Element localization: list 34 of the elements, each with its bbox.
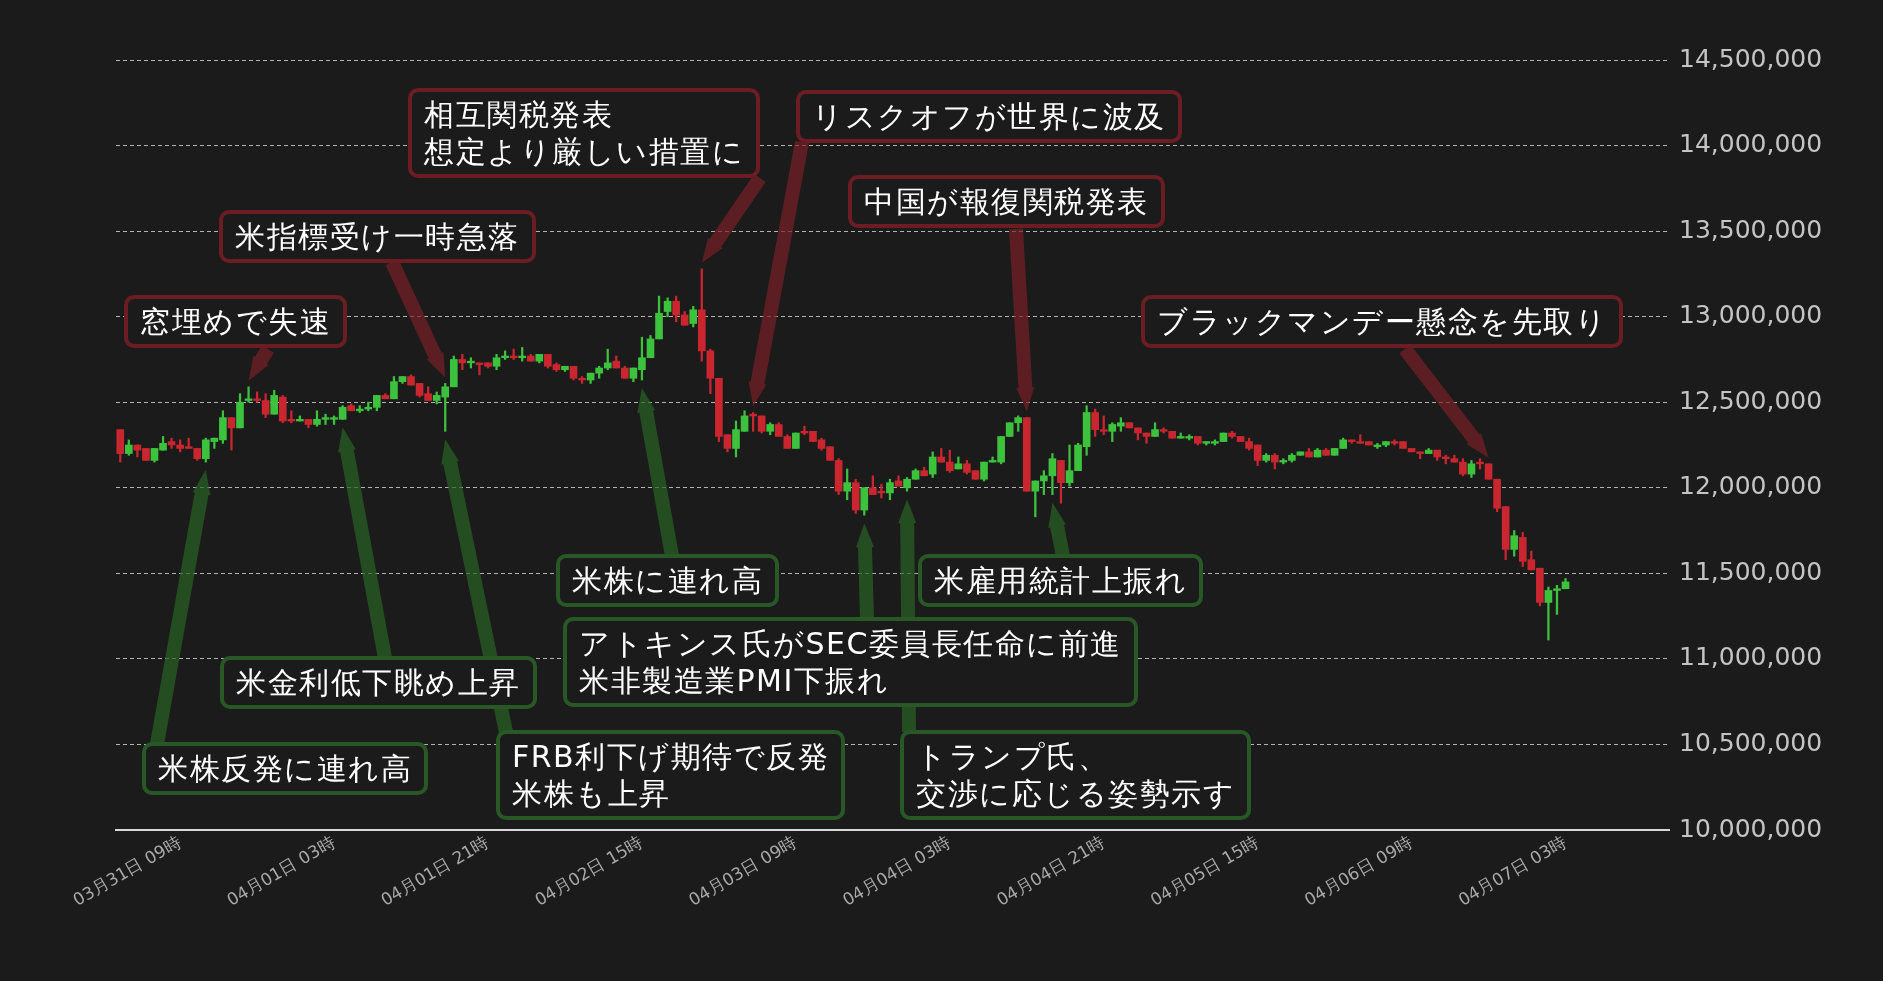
callout-box: 米株に連れ高 [556,554,779,607]
x-tick-label: 04月06日 09時 [1300,831,1416,910]
callout-box: 米雇用統計上振れ [918,554,1203,607]
x-tick-label: 03月31日 09時 [69,831,185,910]
y-tick-label: 10,500,000 [1679,727,1823,757]
callout-box: 窓埋めで失速 [124,295,347,348]
x-tick-label: 04月04日 03時 [839,831,955,910]
x-tick-label: 04月04日 21時 [992,831,1108,910]
y-tick-label: 11,000,000 [1679,642,1823,672]
callout-box: アトキンス氏がSEC委員長任命に前進米非製造業PMI下振れ [563,617,1138,707]
callout-box: 米株反発に連れ高 [142,742,428,795]
candlestick [244,386,253,403]
callout-box: 中国が報復関税発表 [848,175,1165,228]
callout-box: ブラックマンデー懸念を先取り [1141,295,1623,348]
x-tick-label: 04月02日 15時 [531,831,647,910]
x-tick-label: 04月03日 09時 [685,831,801,910]
y-tick-label: 10,000,000 [1679,813,1823,843]
y-tick-label: 13,500,000 [1679,214,1823,244]
x-tick-label: 04月05日 15時 [1146,831,1262,910]
callout-box: FRB利下げ期待で反発米株も上昇 [496,730,846,820]
callout-box: トランプ氏、交渉に応じる姿勢示す [900,730,1251,820]
y-tick-label: 12,500,000 [1679,385,1823,415]
callout-box: 米指標受け一時急落 [219,210,536,263]
x-tick-label: 04月01日 21時 [377,831,493,910]
x-tick-label: 04月07日 03時 [1454,831,1570,910]
callout-box: 米金利低下眺め上昇 [220,656,537,709]
x-tick-label: 04月01日 03時 [223,831,339,910]
y-tick-label: 14,000,000 [1679,129,1823,159]
y-tick-label: 14,500,000 [1679,43,1823,73]
y-tick-label: 11,500,000 [1679,556,1823,586]
y-tick-label: 13,000,000 [1679,300,1823,330]
y-tick-label: 12,000,000 [1679,471,1823,501]
callout-box: 相互関税発表想定より厳しい措置に [408,88,760,178]
callout-box: リスクオフが世界に波及 [796,90,1182,143]
